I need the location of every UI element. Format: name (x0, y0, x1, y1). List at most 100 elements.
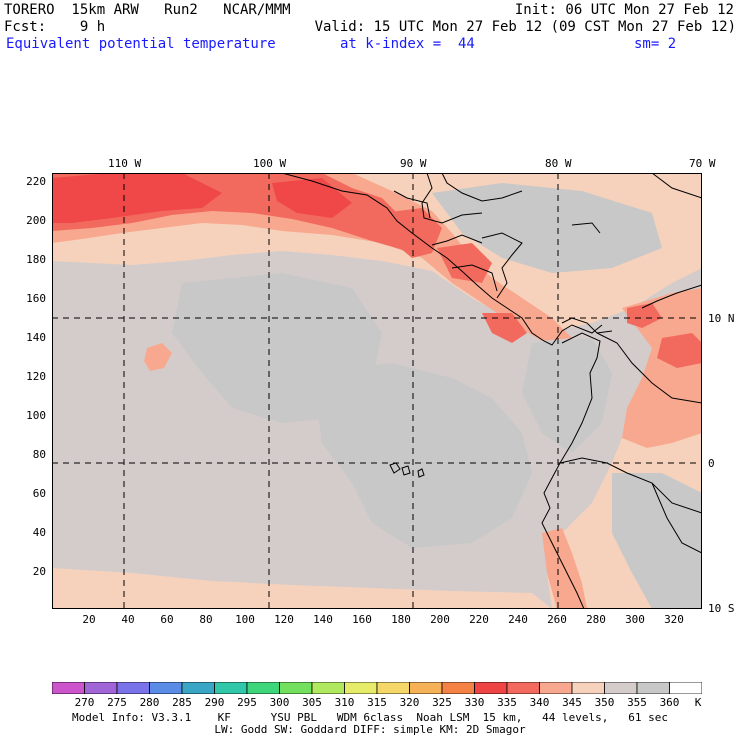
colorbar-level-label: 320 (399, 696, 420, 709)
graticule (52, 173, 702, 609)
colorbar-swatch (571, 682, 605, 694)
x-tick: 20 (82, 613, 96, 626)
y-tick: 200 (26, 214, 46, 227)
lon-label-80w: 80 W (545, 157, 572, 170)
colorbar-swatch (506, 682, 540, 694)
colorbar-level-label: 335 (497, 696, 517, 709)
colorbar-level-label: 340 (529, 696, 550, 709)
x-tick: 140 (313, 613, 333, 626)
x-tick: 280 (586, 613, 606, 626)
lon-label-110w: 110 W (108, 157, 142, 170)
x-tick: 240 (508, 613, 528, 626)
theta-e-map (52, 173, 702, 609)
border-guatemala (393, 190, 431, 219)
colorbar-swatch (474, 682, 508, 694)
field-name: Equivalent potential temperature (6, 36, 276, 52)
x-tick: 180 (391, 613, 411, 626)
lat-label-10s: 10 S (708, 602, 735, 615)
model-title: TORERO 15km ARW Run2 NCAR/MMM (4, 2, 291, 18)
forecast-hour: Fcst: 9 h (4, 19, 106, 35)
colorbar-swatch (116, 682, 150, 694)
field-350k-north (432, 183, 662, 273)
y-tick: 120 (26, 370, 46, 383)
coast-cuba (651, 173, 702, 199)
colorbar-swatch (539, 682, 573, 694)
y-tick: 160 (26, 292, 46, 305)
colorbar-swatch (604, 682, 638, 694)
colorbar-swatch (344, 682, 378, 694)
coast-jamaica (571, 222, 601, 234)
init-time: Init: 06 UTC Mon 27 Feb 12 (514, 2, 734, 18)
lat-label-0: 0 (708, 457, 715, 470)
x-tick: 300 (625, 613, 645, 626)
border-colombia (596, 332, 702, 404)
colorbar-level-label: 285 (172, 696, 192, 709)
x-tick: 160 (352, 613, 372, 626)
colorbar-swatch (441, 682, 475, 694)
colorbar-swatch (376, 682, 410, 694)
colorbar-swatch (149, 682, 183, 694)
colorbar-level-label: 360 (659, 696, 680, 709)
island-galapagos-2 (401, 465, 411, 476)
island-galapagos-3 (417, 468, 425, 478)
level-info: at k-index = 44 (340, 36, 475, 52)
x-tick: 80 (199, 613, 213, 626)
x-tick: 120 (274, 613, 294, 626)
colorbar-swatch (181, 682, 215, 694)
colorbar-swatch (279, 682, 313, 694)
field-330k-honduras (437, 243, 492, 283)
coastlines (281, 173, 702, 609)
colorbar-level-label: 315 (367, 696, 387, 709)
coast-venezuela (641, 284, 702, 309)
field-335k-coast (52, 173, 572, 341)
colorbar-level-label: 330 (464, 696, 485, 709)
field-330k-colombia-a (627, 303, 662, 328)
border-peru-brazil (651, 482, 702, 554)
y-tick: 60 (32, 487, 46, 500)
colorbar-level-label: 300 (269, 696, 290, 709)
x-tick: 40 (121, 613, 135, 626)
field-350k-central (312, 363, 532, 548)
x-tick: 220 (469, 613, 489, 626)
colorbar-swatch (311, 682, 345, 694)
x-tick: 60 (160, 613, 174, 626)
field-350k-south (612, 473, 702, 609)
colorbar-level-label: 355 (627, 696, 647, 709)
colorbar-swatch (636, 682, 670, 694)
colorbar-level-label: 325 (432, 696, 452, 709)
field-330k-colombia-b (657, 333, 702, 368)
coast-yucatan (421, 173, 483, 224)
colorbar-unit: K (694, 696, 702, 709)
x-tick: 260 (547, 613, 567, 626)
smoothing-info: sm= 2 (634, 36, 677, 52)
colorbar-swatch (84, 682, 118, 694)
field-350k-east (522, 338, 612, 453)
colorbar-level-label: 275 (107, 696, 127, 709)
colorbar-level-label: 290 (204, 696, 225, 709)
colorbar-level-label: 270 (74, 696, 95, 709)
coast-colombia-ecuador-peru (541, 332, 601, 609)
colorbar-swatch (52, 682, 85, 694)
plot-frame (52, 173, 702, 609)
coast-caribbean-honduras (481, 232, 523, 299)
y-tick: 80 (32, 448, 46, 461)
colorbar-swatch (669, 682, 702, 694)
border-nicaragua (451, 264, 498, 292)
y-tick: 40 (32, 526, 46, 539)
y-tick: 220 (26, 175, 46, 188)
island-galapagos-1 (389, 462, 401, 474)
field-340k-south (52, 568, 552, 609)
physics-info: LW: Godd SW: Goddard DIFF: simple KM: 2D… (214, 723, 526, 736)
model-info: Model Info: V3.3.1 KF YSU PBL WDM 6class… (71, 711, 669, 724)
colorbar-level-label: 280 (139, 696, 160, 709)
x-tick: 100 (235, 613, 255, 626)
colorbar-swatch (246, 682, 280, 694)
border-ecuador-peru (559, 457, 702, 514)
colorbar-level-label: 305 (302, 696, 322, 709)
field-330k-costarica (482, 313, 527, 343)
colorbar-level-label: 310 (334, 696, 355, 709)
lat-label-10n: 10 N (708, 312, 735, 325)
colorbar-swatch (409, 682, 443, 694)
y-tick: 140 (26, 331, 46, 344)
colorbar (52, 682, 702, 694)
